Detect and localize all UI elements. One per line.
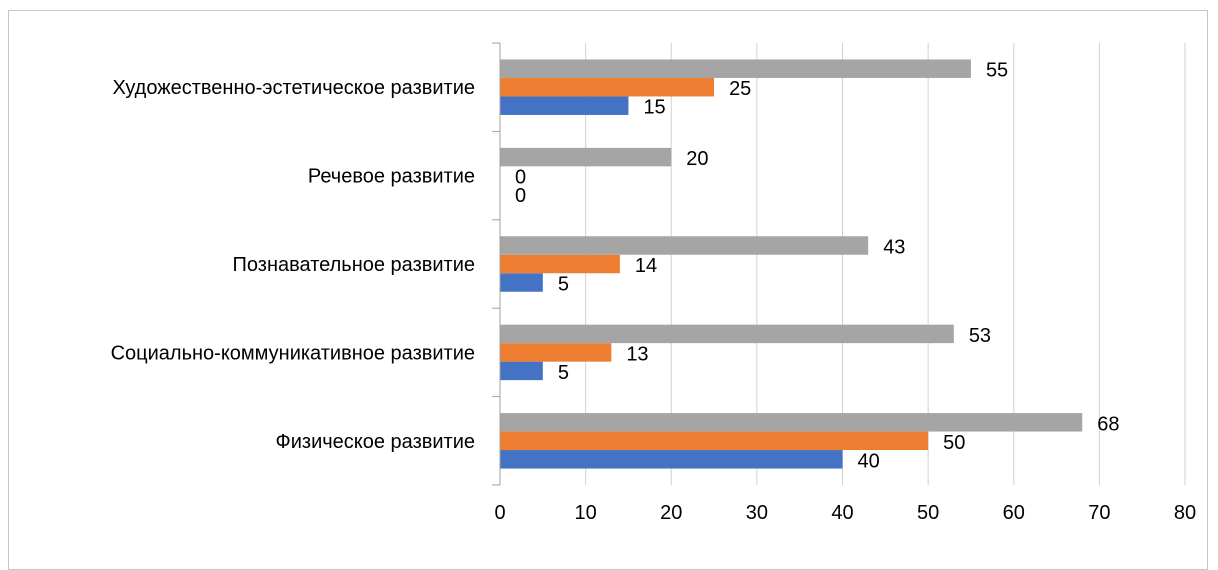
bar bbox=[500, 59, 971, 78]
x-tick-label: 10 bbox=[575, 502, 597, 524]
data-label: 53 bbox=[969, 325, 991, 347]
bar bbox=[500, 413, 1083, 432]
data-label: 0 bbox=[515, 167, 526, 189]
category-label: Социально-коммуникативное развитие bbox=[111, 342, 475, 364]
bar bbox=[500, 343, 612, 362]
bar bbox=[500, 96, 629, 115]
x-tick-label: 80 bbox=[1174, 502, 1196, 524]
bar bbox=[500, 77, 715, 97]
data-label: 5 bbox=[558, 274, 569, 296]
x-tick-label: 60 bbox=[1003, 502, 1025, 524]
data-label: 5 bbox=[558, 362, 569, 384]
data-label: 13 bbox=[626, 343, 648, 365]
bar bbox=[500, 431, 929, 451]
data-label: 20 bbox=[686, 148, 708, 170]
category-label: Художественно-эстетическое развитие bbox=[112, 77, 475, 99]
data-label: 0 bbox=[515, 185, 526, 207]
data-label: 15 bbox=[643, 97, 665, 119]
x-tick-label: 30 bbox=[746, 502, 768, 524]
bar bbox=[500, 254, 620, 274]
category-label: Физическое развитие bbox=[276, 431, 475, 453]
bar bbox=[500, 273, 543, 292]
data-labels: 40 50 68 5 13 53 5 14 43 00 20 15 25 55 bbox=[515, 60, 1120, 473]
x-tick-label: 20 bbox=[660, 502, 682, 524]
x-tick-label: 0 bbox=[494, 502, 505, 524]
x-tick-label: 40 bbox=[831, 502, 853, 524]
x-tick-label: 50 bbox=[917, 502, 939, 524]
data-label: 25 bbox=[729, 78, 751, 100]
bar bbox=[500, 147, 672, 167]
category-labels: Физическое развитие Социально-коммуникати… bbox=[111, 77, 475, 453]
data-label: 40 bbox=[858, 450, 880, 472]
category-label: Речевое развитие bbox=[308, 166, 475, 188]
bar-chart: Физическое развитие Социально-коммуникати… bbox=[111, 42, 1196, 524]
data-label: 14 bbox=[635, 255, 657, 277]
data-label: 43 bbox=[883, 237, 905, 259]
data-label: 68 bbox=[1097, 413, 1119, 435]
category-axis bbox=[492, 42, 501, 486]
category-label: Познавательное развитие bbox=[233, 254, 475, 276]
data-label: 55 bbox=[986, 60, 1008, 82]
x-tick-labels: 0 10 20 30 40 50 60 70 80 bbox=[494, 502, 1196, 524]
bar bbox=[500, 361, 543, 381]
data-label: 50 bbox=[943, 432, 965, 454]
x-tick-label: 70 bbox=[1088, 502, 1110, 524]
bars bbox=[500, 59, 1083, 469]
bar bbox=[500, 450, 843, 469]
gridlines bbox=[585, 43, 1186, 485]
bar bbox=[500, 324, 954, 344]
bar bbox=[500, 236, 869, 255]
